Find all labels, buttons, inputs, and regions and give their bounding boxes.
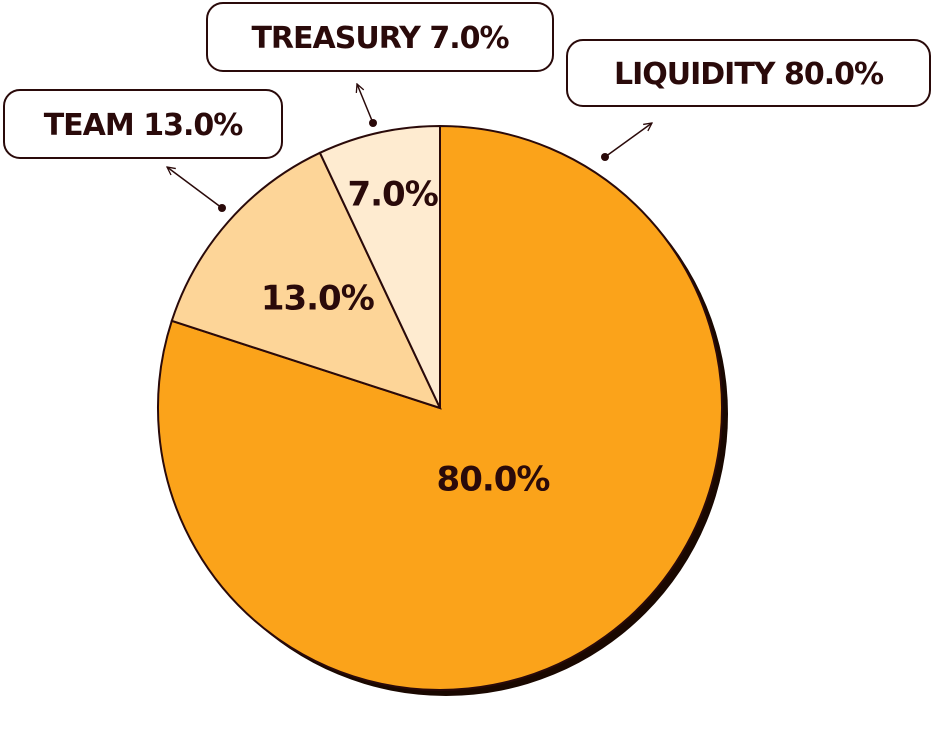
slice-label: 13.0% [261, 278, 374, 318]
slice-label: 80.0% [437, 460, 550, 500]
pie-slice [170, 151, 442, 410]
callout-value: 7.0% [429, 21, 509, 56]
callout-name: Treasury [251, 21, 422, 56]
callout-arrow [357, 84, 374, 124]
callout-name: Team [44, 108, 134, 143]
callout-label: Treasury 7.0% [251, 21, 509, 56]
callout-box [206, 2, 554, 72]
labels: 80.0%Liquidity 80.0%13.0%Team 13.0%7.0%T… [3, 2, 931, 500]
callout-value: 80.0% [784, 57, 884, 92]
slice-label: 7.0% [347, 175, 437, 215]
callout-name: Liquidity [614, 57, 777, 92]
callout-box [566, 39, 931, 107]
callout-label: Liquidity 80.0% [614, 57, 884, 92]
callout-value: 13.0% [143, 108, 243, 143]
pie-slice [318, 124, 441, 409]
callout-arrow [167, 167, 223, 209]
callout-arrow [604, 123, 652, 158]
callout-label: Team 13.0% [44, 108, 244, 143]
slices [157, 124, 723, 691]
callout-box [3, 89, 283, 159]
